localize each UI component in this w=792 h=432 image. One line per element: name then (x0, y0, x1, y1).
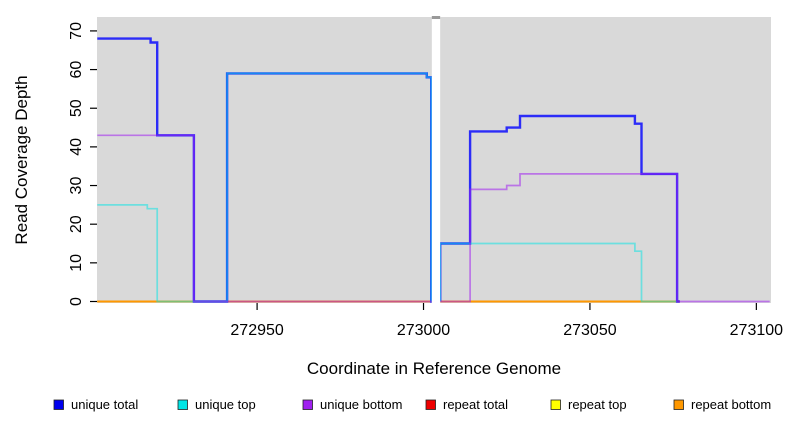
legend-swatch-repeat-bottom (673, 399, 684, 410)
coverage-gap-top-edge (431, 16, 441, 19)
y-tick-label: 40 (68, 138, 85, 156)
legend-swatch-repeat-total (425, 399, 436, 410)
series-line-unique-bottom (440, 173, 770, 303)
legend-item: unique total (53, 397, 138, 412)
x-tick-label: 273000 (397, 322, 450, 339)
y-tick-label: 30 (68, 177, 85, 195)
series-line-unique-top (97, 72, 433, 303)
legend-item: repeat total (425, 397, 508, 412)
series-line-unique-top (439, 242, 677, 303)
series-lines (97, 37, 770, 303)
y-tick-label: 50 (68, 99, 85, 117)
legend-swatch-unique-bottom (302, 399, 313, 410)
legend-item: unique bottom (302, 397, 402, 412)
y-tick-label: 10 (68, 254, 85, 272)
legend-label: repeat total (443, 397, 508, 412)
legend-item: repeat bottom (673, 397, 771, 412)
legend: unique total unique top unique bottom re… (53, 397, 771, 412)
y-axis-title: Read Coverage Depth (12, 75, 31, 244)
x-tick-label: 273050 (563, 322, 616, 339)
legend-item: repeat top (550, 397, 627, 412)
legend-label: repeat bottom (691, 397, 771, 412)
x-tick-label: 272950 (230, 322, 283, 339)
legend-swatch-unique-total (53, 399, 64, 410)
x-tick-label: 273100 (730, 322, 783, 339)
coverage-gap (431, 17, 441, 303)
series-line-unique-bottom (97, 134, 432, 303)
y-tick-label: 0 (68, 297, 85, 306)
legend-item: unique top (177, 397, 256, 412)
legend-label: unique total (71, 397, 138, 412)
y-tick-label: 20 (68, 215, 85, 233)
y-axis: 0 10 20 30 40 50 60 70 (68, 22, 97, 306)
legend-swatch-repeat-top (550, 399, 561, 410)
legend-label: unique top (195, 397, 256, 412)
y-tick-label: 70 (68, 22, 85, 40)
y-tick-label: 60 (68, 61, 85, 79)
x-axis: 272950 273000 273050 273100 (230, 303, 783, 339)
legend-label: unique bottom (320, 397, 402, 412)
legend-swatch-unique-top (177, 399, 188, 410)
legend-label: repeat top (568, 397, 627, 412)
x-axis-title: Coordinate in Reference Genome (307, 359, 561, 378)
